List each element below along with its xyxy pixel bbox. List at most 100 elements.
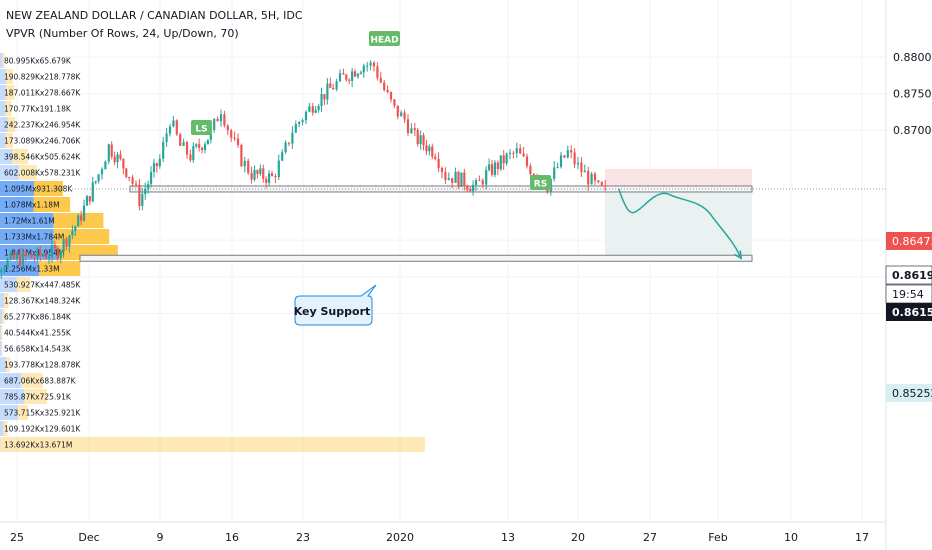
candle-body [573,152,576,165]
volume-profile-up-bar [0,357,7,372]
candle-body [82,205,86,221]
candle-body [351,71,354,81]
target-support-box [79,254,753,262]
candle-body [428,146,431,152]
candle-body [39,248,42,256]
candle-body [332,87,335,90]
volume-profile-down-bar [3,421,8,436]
candle-body [226,125,229,131]
candle-body [529,165,532,174]
candle-body [253,170,256,180]
candle-body [230,130,233,138]
time-tick-label: Feb [708,531,727,544]
candle-body [85,196,89,206]
candle-body [508,152,512,154]
volume-profile-label: 687.06Kx683.887K [4,377,77,386]
candle-body [141,194,144,206]
candle-body [59,251,62,259]
candle-body [24,251,27,256]
candles [0,60,607,279]
candle-body [185,142,189,155]
candle-body [168,126,172,134]
trade-zones [0,168,886,262]
volume-profile-label: 56.658Kx14.543K [4,345,72,354]
volume-profile-up-bar [0,309,3,324]
candle-body [326,83,329,100]
candle-body [50,245,54,257]
candle-body [88,196,91,202]
candle-body [155,163,158,167]
candle-body [413,128,416,131]
candle-body [580,162,583,173]
candle-body [110,144,113,157]
candle-body [410,128,413,134]
candle-body [386,90,389,93]
candle-body [182,142,185,146]
volume-profile-label: 40.544Kx41.255K [4,329,72,338]
volume-profile-label: 65.277Kx86.184K [4,313,72,322]
candle-body [68,235,71,247]
volume-profile-down-bar [6,357,11,372]
candle-body [329,83,332,88]
candle-body [47,256,51,259]
candle-body [62,238,65,252]
volume-profile-up-bar [0,117,8,132]
candle-body [209,130,212,140]
price-badge-label: 0.86473 [892,235,932,248]
candle-body [566,150,569,158]
volume-profile-up-bar [0,53,3,68]
candle-body [570,150,573,153]
candle-body [71,230,74,236]
candle-body [107,144,110,162]
candle-body [97,174,100,182]
ls-label-text: LS [195,125,207,135]
candle-body [91,182,94,202]
time-axis[interactable]: 25 Dec 9 16 23 2020 13 20 27 Feb 10 17 [0,521,886,544]
volume-profile-down-bar [17,405,28,420]
candle-body [366,65,369,67]
candle-body [189,154,192,161]
candle-body [488,164,491,171]
candle-body [587,170,590,185]
candle-body [532,173,535,176]
candle-body [138,184,141,206]
indicator-label: VPVR (Number Of Rows, 24, Up/Down, 70) [6,27,239,40]
candle-body [287,142,291,144]
volume-profile-up-bar [0,389,25,404]
candle-body [223,114,226,126]
volume-profile-up-bar [0,325,2,340]
candle-body [474,180,478,185]
volume-profile-up-bar [0,277,17,292]
candle-body [493,162,497,175]
candle-body [128,176,131,178]
candle-body [317,106,320,110]
candle-body [165,133,168,143]
price-badge-label: 19:54 [892,288,924,301]
candle-body [175,120,178,135]
candle-body [236,138,240,146]
candle-body [42,255,45,257]
candle-body [233,137,236,139]
candle-body [314,109,317,113]
candle-body [342,73,345,75]
volume-profile-down-bar [24,389,47,404]
volume-profile-label: 193.778Kx128.878K [4,361,81,370]
candle-body [463,172,466,187]
time-tick-label: 9 [157,531,164,544]
candle-body [125,168,128,177]
volume-profile-label: 109.192Kx129.601K [4,425,81,434]
time-tick-label: 13 [501,531,515,544]
volume-profile-up-bar [0,373,22,388]
volume-profile-down-bar [18,165,37,180]
candle-body [400,112,403,117]
candle-body [256,170,259,174]
volume-profile-down-bar [33,197,71,212]
candle-body [583,170,586,173]
volume-profile-label: 785.87Kx725.91K [4,393,72,402]
candle-body [372,62,376,67]
volume-profile-label: 573.715Kx325.921K [4,409,81,418]
candle-body [522,153,525,157]
candle-body [469,189,472,192]
volume-profile-down-bar [1,325,3,340]
candle-body [556,166,559,168]
